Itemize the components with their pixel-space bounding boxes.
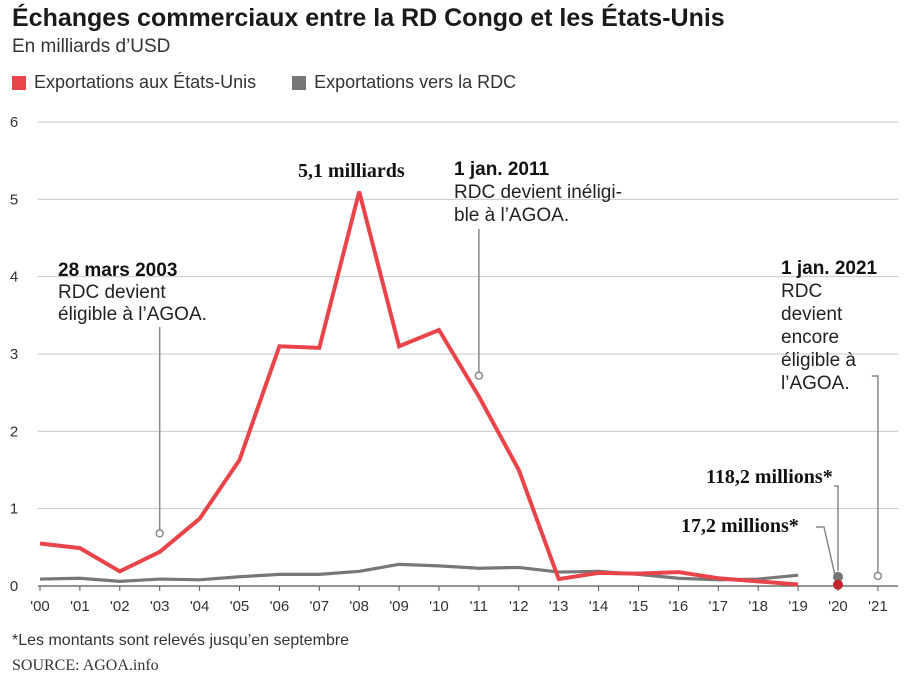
leader-118m bbox=[834, 485, 839, 571]
annotation-2021-line5: l’AGOA. bbox=[781, 373, 850, 394]
x-tick-label: '17 bbox=[709, 598, 729, 615]
x-tick-label: '08 bbox=[349, 598, 369, 615]
annotation-2021-line2: devient bbox=[781, 304, 843, 325]
legend-swatch-gray bbox=[292, 75, 307, 90]
x-tick-label: '21 bbox=[868, 598, 888, 615]
x-tick-label: '07 bbox=[310, 598, 330, 615]
x-tick-label: '18 bbox=[748, 598, 768, 615]
x-tick-label: '01 bbox=[70, 598, 90, 615]
chart-title: Échanges commerciaux entre la RD Congo e… bbox=[12, 4, 725, 32]
annotation-leaders bbox=[155, 229, 883, 581]
legend: Exportations aux États-Unis Exportations… bbox=[12, 72, 552, 93]
x-axis-ticks: '00 '01 '02 '03 '04 '05 '06 '07 '08 '09 '10 '11 '12 '… bbox=[30, 586, 888, 615]
annotation-118m-label: 118,2 millions* bbox=[706, 466, 833, 488]
x-tick-label: '12 bbox=[509, 598, 529, 615]
x-tick-label: '05 bbox=[230, 598, 250, 615]
footnote: *Les montants sont relevés jusqu’en sept… bbox=[12, 632, 350, 649]
y-tick-label: 3 bbox=[10, 346, 18, 363]
legend-label: Exportations aux États-Unis bbox=[34, 72, 257, 92]
series-line-exports-drc bbox=[39, 562, 799, 583]
x-tick-label: '00 bbox=[30, 598, 50, 615]
x-tick-label: '20 bbox=[828, 598, 848, 615]
point-2020-exports bbox=[833, 579, 843, 590]
y-tick-label: 2 bbox=[10, 423, 18, 440]
x-tick-label: '09 bbox=[389, 598, 409, 615]
x-tick-label: '10 bbox=[429, 598, 449, 615]
y-tick-label: 6 bbox=[10, 114, 18, 131]
annotation-17m-label: 17,2 millions* bbox=[681, 515, 799, 537]
leader-2003-dot bbox=[155, 529, 164, 538]
annotation-2003-title: 28 mars 2003 bbox=[58, 260, 177, 281]
annotation-2003-line1: RDC devient bbox=[58, 282, 166, 303]
series-lines bbox=[39, 191, 799, 587]
legend-item-exports-us: Exportations aux États-Unis bbox=[12, 72, 256, 93]
source-note: SOURCE: AGOA.info bbox=[12, 657, 159, 674]
legend-swatch-red bbox=[12, 75, 26, 90]
leader-2011-dot bbox=[474, 371, 484, 380]
x-tick-label: '15 bbox=[629, 598, 649, 615]
y-tick-label: 4 bbox=[10, 269, 18, 286]
point-markers bbox=[833, 571, 843, 590]
annotation-2021-line1: RDC bbox=[781, 281, 822, 302]
y-tick-label: 0 bbox=[10, 578, 18, 595]
annotation-2021-line3: encore bbox=[781, 327, 839, 348]
leader-2021 bbox=[871, 375, 879, 576]
legend-item-exports-drc: Exportations vers la RDC bbox=[292, 72, 516, 93]
x-tick-label: '13 bbox=[549, 598, 569, 615]
annotation-2021-title: 1 jan. 2021 bbox=[781, 258, 878, 279]
legend-label: Exportations vers la RDC bbox=[314, 72, 517, 92]
annotation-2011-title: 1 jan. 2011 bbox=[454, 159, 550, 180]
leader-17m bbox=[816, 526, 837, 580]
annotation-peak-label: 5,1 milliards bbox=[298, 160, 405, 182]
x-tick-label: '16 bbox=[669, 598, 689, 615]
series-line-exports-us bbox=[39, 191, 799, 587]
x-tick-label: '11 bbox=[470, 598, 488, 615]
y-tick-label: 5 bbox=[10, 191, 18, 208]
x-tick-label: '02 bbox=[110, 598, 130, 615]
y-axis-ticks: 0 1 2 3 4 5 6 bbox=[10, 114, 18, 595]
x-tick-label: '04 bbox=[190, 598, 210, 615]
chart-subtitle: En milliards d’USD bbox=[12, 36, 171, 57]
x-tick-label: '19 bbox=[788, 598, 808, 615]
gridlines bbox=[38, 121, 898, 587]
annotation-2011-line1: RDC devient inéligi- bbox=[454, 182, 622, 203]
x-tick-label: '03 bbox=[150, 598, 170, 615]
y-tick-label: 1 bbox=[10, 501, 18, 518]
leader-2021-dot bbox=[873, 571, 883, 581]
annotation-2003-line2: éligible à l’AGOA. bbox=[58, 304, 207, 325]
annotation-2021-line4: éligible à bbox=[781, 350, 856, 371]
point-2020-imports bbox=[833, 571, 843, 582]
x-tick-label: '14 bbox=[589, 598, 609, 615]
annotation-2011-line2: ble à l’AGOA. bbox=[454, 205, 569, 226]
x-tick-label: '06 bbox=[270, 598, 290, 615]
